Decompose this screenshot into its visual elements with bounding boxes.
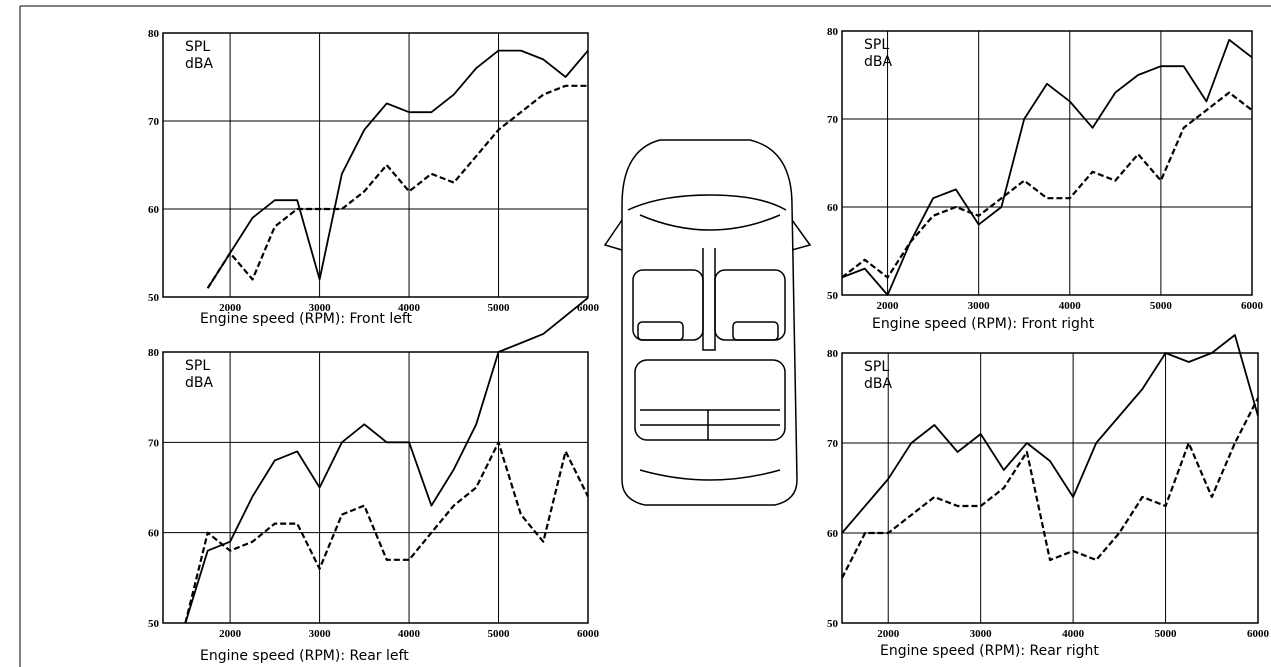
x-axis-label: Engine speed (RPM): Front right: [872, 316, 1095, 332]
x-tick-label: 2000: [219, 628, 242, 640]
y-tick-label: 60: [148, 204, 160, 216]
series-line: [842, 40, 1252, 295]
y-tick-label: 80: [148, 347, 160, 359]
series-line: [208, 86, 588, 288]
series-line: [842, 93, 1252, 278]
x-tick-label: 4000: [1062, 628, 1085, 640]
car-illustration: [605, 140, 810, 505]
y-axis-label: SPL: [185, 358, 210, 374]
y-axis-label: SPL: [864, 359, 889, 375]
x-tick-label: 5000: [488, 302, 511, 314]
y-tick-label: 70: [148, 116, 160, 128]
y-axis-label: dBA: [185, 375, 213, 391]
y-axis-label: SPL: [864, 37, 889, 53]
x-tick-label: 4000: [1059, 300, 1082, 312]
x-tick-label: 3000: [970, 628, 993, 640]
x-tick-label: 3000: [968, 300, 991, 312]
x-axis-label: Engine speed (RPM): Rear left: [200, 648, 409, 664]
plot-frame: [842, 353, 1258, 623]
y-tick-label: 60: [827, 528, 839, 540]
y-tick-label: 60: [148, 528, 160, 540]
x-tick-label: 4000: [398, 628, 421, 640]
y-tick-label: 80: [148, 28, 160, 40]
y-tick-label: 70: [827, 438, 839, 450]
plot-frame: [163, 352, 588, 623]
x-axis-label: Engine speed (RPM): Rear right: [880, 643, 1099, 659]
x-tick-label: 5000: [1150, 300, 1173, 312]
y-tick-label: 80: [827, 348, 839, 360]
series-line: [842, 335, 1258, 533]
x-tick-label: 5000: [488, 628, 511, 640]
series-line: [185, 298, 588, 623]
x-tick-label: 2000: [877, 300, 900, 312]
page: 5060708020003000400050006000SPLdBAEngine…: [0, 0, 1271, 667]
figure: 5060708020003000400050006000SPLdBAEngine…: [0, 0, 1271, 667]
x-tick-label: 3000: [309, 628, 332, 640]
y-tick-label: 60: [827, 202, 839, 214]
y-tick-label: 50: [827, 290, 839, 302]
y-tick-label: 70: [148, 437, 160, 449]
plot-frame: [842, 31, 1252, 295]
y-tick-label: 70: [827, 114, 839, 126]
y-tick-label: 80: [827, 26, 839, 38]
x-tick-label: 5000: [1155, 628, 1178, 640]
x-tick-label: 2000: [877, 628, 900, 640]
x-tick-label: 6000: [1241, 300, 1264, 312]
series-line: [842, 398, 1258, 578]
x-tick-label: 6000: [577, 628, 600, 640]
x-axis-label: Engine speed (RPM): Front left: [200, 311, 413, 327]
x-tick-label: 6000: [1247, 628, 1270, 640]
y-axis-label: SPL: [185, 39, 210, 55]
y-axis-label: dBA: [185, 56, 213, 72]
y-axis-label: dBA: [864, 376, 892, 392]
y-tick-label: 50: [148, 292, 160, 304]
y-tick-label: 50: [148, 618, 160, 630]
y-axis-label: dBA: [864, 54, 892, 70]
y-tick-label: 50: [827, 618, 839, 630]
series-line: [208, 51, 588, 289]
